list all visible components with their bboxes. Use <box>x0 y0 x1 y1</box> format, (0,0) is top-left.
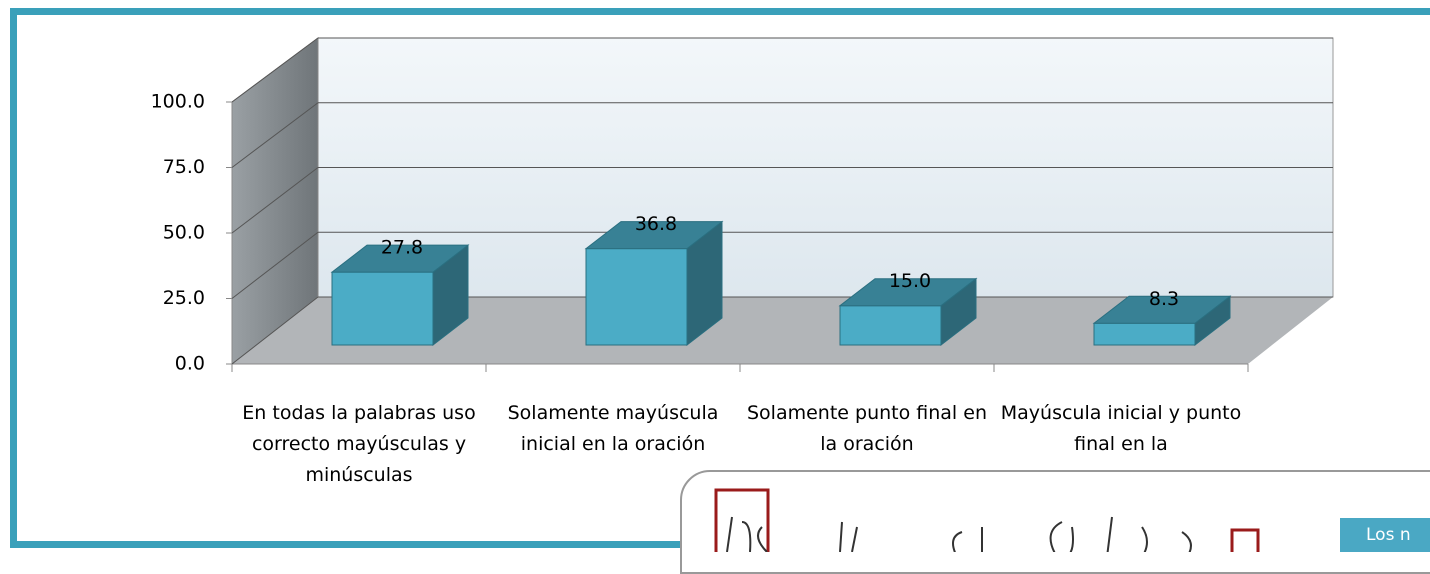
y-tick-label: 75.0 <box>163 156 205 178</box>
page: 0.0 25.0 50.0 75.0 100.0 27.8 36.8 15.0 8.3 En t… <box>10 8 1430 574</box>
button[interactable]: Los n <box>1340 518 1430 552</box>
value-label: 8.3 <box>1149 288 1179 310</box>
y-tick-label: 100.0 <box>151 91 205 113</box>
x-tick-label: Mayúscula inicial y punto final en la <box>1000 402 1242 455</box>
y-tick-label: 0.0 <box>175 353 205 375</box>
handwriting-image <box>680 470 1430 574</box>
x-tick-label: Solamente mayúscula inicial en la oració… <box>507 402 719 455</box>
value-label: 36.8 <box>635 213 677 235</box>
grid-line <box>231 102 319 168</box>
chart: 0.0 25.0 50.0 75.0 100.0 27.8 36.8 15.0 8.3 <box>151 37 1334 375</box>
floor <box>232 297 1333 364</box>
grid-line <box>231 37 319 103</box>
bar <box>584 220 724 347</box>
grid-line <box>231 296 319 365</box>
bar <box>330 244 470 347</box>
grid-line <box>231 231 319 299</box>
bar <box>1092 295 1232 347</box>
value-label: 15.0 <box>889 270 931 292</box>
handwriting <box>714 488 1260 552</box>
x-tick-label: Solamente punto final en la oración <box>747 402 987 455</box>
value-label: 27.8 <box>381 237 423 259</box>
x-tick-label: En todas la palabras uso correcto mayúsc… <box>242 402 476 486</box>
bar <box>838 277 978 347</box>
grid-line <box>231 167 319 234</box>
y-tick-label: 50.0 <box>163 222 205 244</box>
y-tick-label: 25.0 <box>163 287 205 309</box>
